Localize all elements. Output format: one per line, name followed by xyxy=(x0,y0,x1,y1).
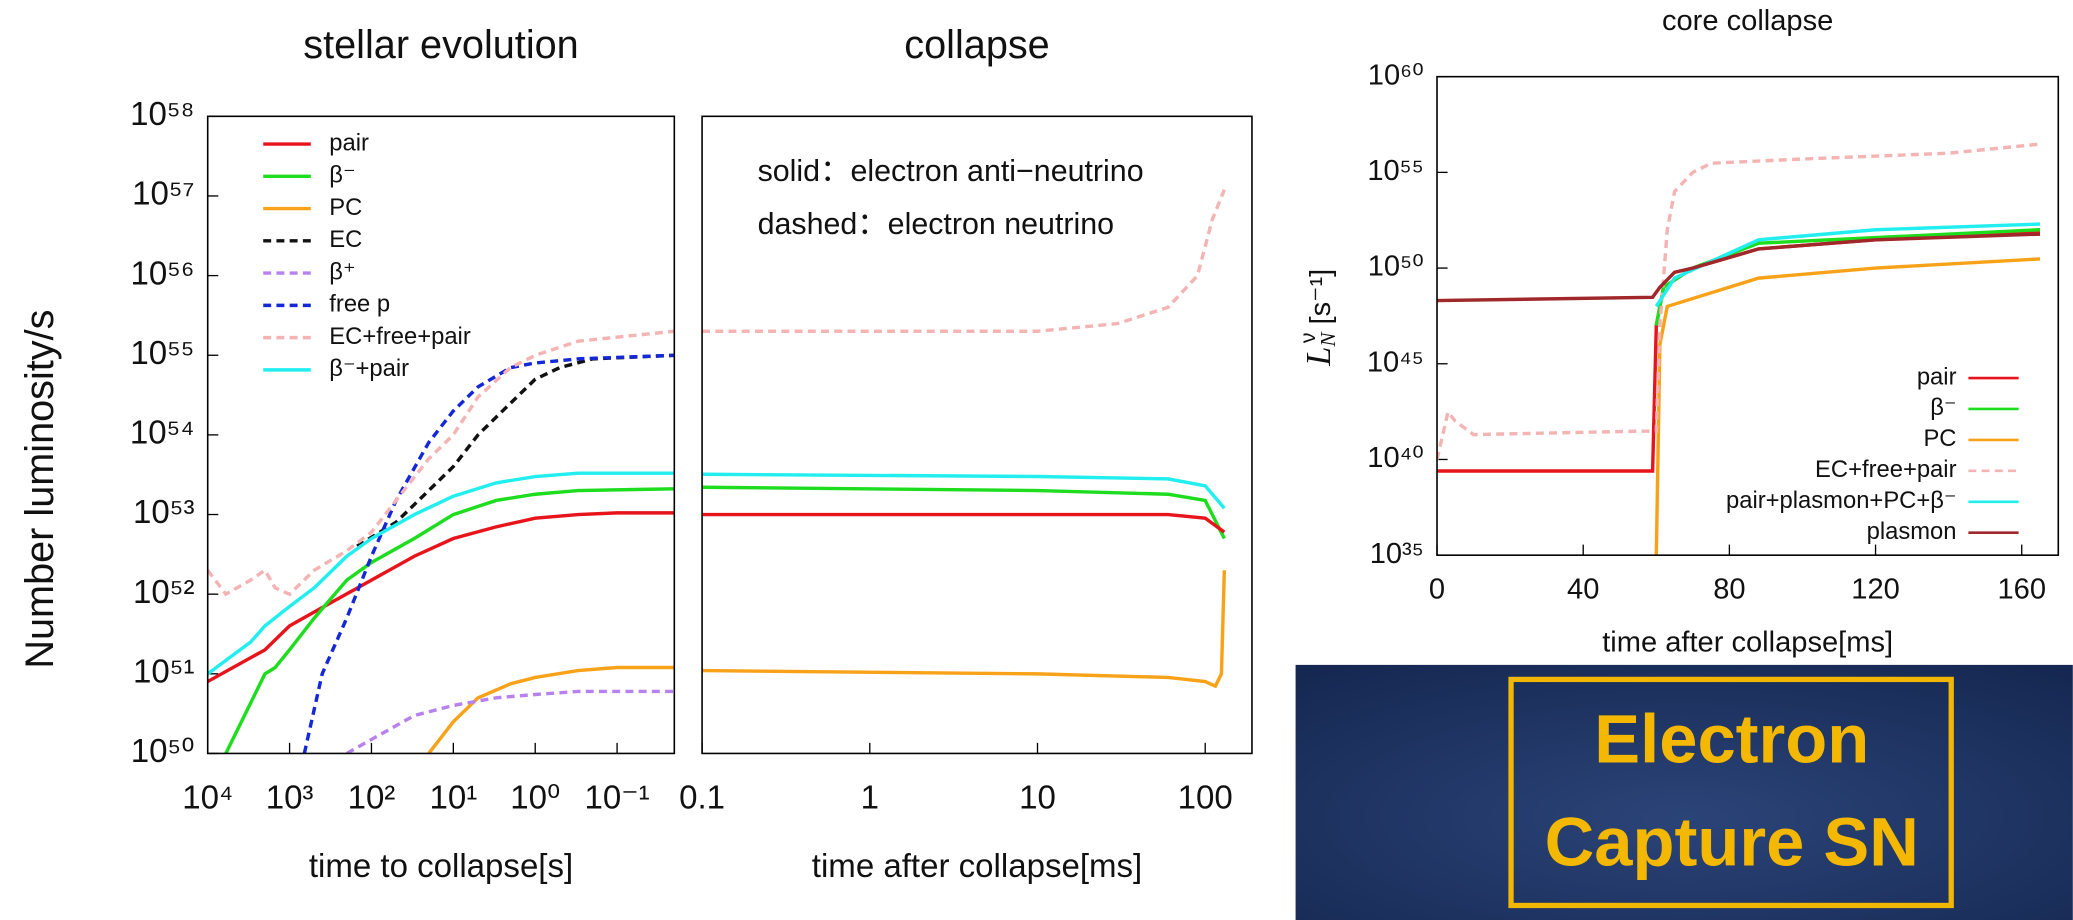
y-label-sub: N xyxy=(1316,331,1340,348)
legend-label: pair xyxy=(329,129,369,156)
legend-label: pair xyxy=(1917,363,1957,390)
legend-label: EC+free+pair xyxy=(1815,456,1957,483)
x-tick-label: 10 xyxy=(1019,779,1056,816)
series-line xyxy=(702,570,1227,689)
x-tick-label: 1 xyxy=(861,779,879,816)
series-line xyxy=(427,665,675,754)
y-tick-label: 10⁵⁵ xyxy=(1367,155,1423,187)
x-axis-label: time after collapse[ms] xyxy=(1602,626,1893,658)
x-tick-label: 10⁴ xyxy=(182,779,233,816)
y-tick-label: 10⁴⁵ xyxy=(1367,346,1424,378)
y-tick-label: 10³⁵ xyxy=(1370,538,1424,570)
banner-background xyxy=(1295,664,2073,920)
series-line xyxy=(207,511,675,684)
chart-title: stellar evolution xyxy=(303,23,578,67)
x-axis-label: time to collapse[s] xyxy=(309,848,573,885)
series-line xyxy=(1437,232,2041,303)
annotation: solid：electron anti−neutrino xyxy=(758,154,1144,188)
y-tick-label: 10⁵² xyxy=(133,574,194,611)
y-tick-label: 10⁵⁰ xyxy=(131,733,195,770)
legend-label: PC xyxy=(329,194,362,221)
x-tick-label: 100 xyxy=(1178,779,1233,816)
y-axis-label: Number luminosity/s xyxy=(18,310,62,669)
banner-frame xyxy=(1508,676,1954,909)
series-line xyxy=(702,189,1226,333)
legend-label: EC xyxy=(329,226,362,253)
legend-label: free p xyxy=(329,291,390,318)
x-tick-label: 10⁰ xyxy=(510,779,560,816)
x-tick-label: 0 xyxy=(1429,574,1445,606)
y-tick-label: 10⁵⁴ xyxy=(130,415,195,452)
y-label-sup: ν xyxy=(1296,333,1319,344)
series-line xyxy=(1654,222,2041,308)
y-tick-label: 10⁴⁰ xyxy=(1367,442,1424,474)
series-line xyxy=(224,487,675,754)
series-line xyxy=(302,353,675,754)
y-tick-label: 10⁵⁵ xyxy=(130,335,194,372)
legend-label: pair+plasmon+PC+β⁻ xyxy=(1726,487,1956,514)
y-tick-label: 10⁵⁷ xyxy=(132,176,194,213)
legend-label: β⁻+pair xyxy=(329,355,409,382)
series-line xyxy=(356,353,675,548)
legend-label: β⁺ xyxy=(329,258,355,285)
y-tick-label: 10⁵³ xyxy=(133,494,194,531)
x-tick-label: 10² xyxy=(348,779,396,816)
series-line xyxy=(702,485,1226,540)
x-tick-label: 10³ xyxy=(266,779,314,816)
annotation: dashed：electron neutrino xyxy=(758,207,1114,241)
y-tick-label: 10⁵¹ xyxy=(133,654,194,691)
x-tick-label: 160 xyxy=(1997,574,2046,606)
x-tick-label: 10⁻¹ xyxy=(584,779,649,816)
x-tick-label: 80 xyxy=(1713,574,1745,606)
banner-text: Electron xyxy=(1594,700,1869,777)
series-line xyxy=(1654,228,2041,326)
y-axis-label: LNν [s⁻¹] xyxy=(1296,269,1339,367)
y-tick-label: 10⁵⁶ xyxy=(130,255,194,292)
legend-label: EC+free+pair xyxy=(329,323,471,350)
y-tick-label: 10⁵⁰ xyxy=(1368,251,1424,283)
y-tick-label: 10⁶⁰ xyxy=(1368,59,1424,91)
series-line xyxy=(207,329,675,597)
chart-title: collapse xyxy=(904,23,1049,67)
legend-label: plasmon xyxy=(1867,518,1957,545)
series-line xyxy=(345,689,675,754)
x-tick-label: 0.1 xyxy=(679,779,725,816)
series-line xyxy=(207,471,675,676)
x-tick-label: 10¹ xyxy=(429,779,477,816)
legend-label: β⁻ xyxy=(329,162,355,189)
y-label-unit: [s⁻¹] xyxy=(1305,269,1337,333)
series-line xyxy=(702,472,1226,510)
chart-title: core collapse xyxy=(1662,5,1833,37)
x-tick-label: 40 xyxy=(1567,574,1599,606)
legend-label: β⁻ xyxy=(1930,394,1956,421)
legend-label: PC xyxy=(1923,425,1956,452)
x-tick-label: 120 xyxy=(1851,574,1900,606)
series-line xyxy=(702,512,1226,534)
y-tick-label: 10⁵⁸ xyxy=(130,96,194,133)
plot-frame xyxy=(701,115,1253,755)
plot-frame xyxy=(206,115,676,755)
y-label-main: L xyxy=(1300,347,1338,367)
x-axis-label: time after collapse[ms] xyxy=(812,848,1142,885)
plot-frame xyxy=(1436,75,2060,556)
banner-text: Capture SN xyxy=(1545,803,1919,880)
